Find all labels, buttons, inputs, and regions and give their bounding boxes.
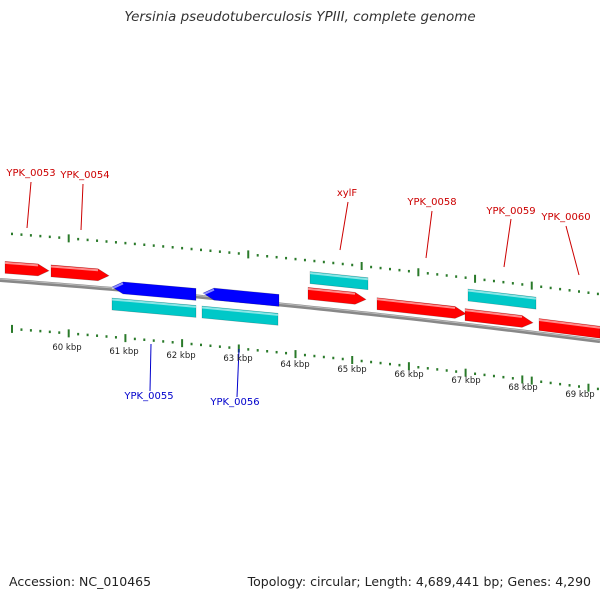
leader-line <box>425 210 433 259</box>
gene-ypk-0055-arrow <box>111 281 197 301</box>
gene-features <box>4 261 600 339</box>
gene-label[interactable]: YPK_0054 <box>59 170 109 181</box>
ypk-0056-rna-feature <box>201 305 279 326</box>
accession-text: Accession: NC_010465 <box>9 574 152 589</box>
scale-label: 60 kbp <box>52 343 81 353</box>
scale-label: 64 kbp <box>280 360 309 370</box>
ypk-0059-rna-feature-gloss <box>467 289 537 300</box>
gene-xylf-arrow-gloss <box>307 287 356 295</box>
gene-ypk-0058-arrow <box>376 297 467 319</box>
gene-label[interactable]: YPK_0059 <box>485 206 535 217</box>
gene-label[interactable]: YPK_0058 <box>406 197 456 208</box>
leader-line <box>149 343 152 392</box>
gene-label[interactable]: YPK_0060 <box>540 212 590 223</box>
scale-label: 62 kbp <box>166 351 195 361</box>
backbone-line <box>0 278 600 344</box>
gene-label[interactable]: YPK_0056 <box>209 397 259 408</box>
scale-label: 63 kbp <box>223 354 252 364</box>
ypk-0056-rna-feature-gloss <box>201 306 279 316</box>
gene-label[interactable]: YPK_0053 <box>5 168 55 179</box>
genome-summary-text: Topology: circular; Length: 4,689,441 bp… <box>247 574 591 589</box>
label-leader-lines <box>26 181 580 398</box>
inner-tick-track <box>11 324 599 392</box>
leader-line <box>26 181 32 229</box>
gene-ypk-0059-arrow <box>464 308 534 328</box>
gene-ypk-0054-arrow <box>50 264 110 282</box>
backbone-highlight <box>0 278 600 341</box>
scale-label: 61 kbp <box>109 347 138 357</box>
leader-line <box>503 218 512 268</box>
gene-ypk-0056-arrow <box>202 287 280 307</box>
map-title: Yersinia pseudotuberculosis YPIII, compl… <box>124 9 476 25</box>
gene-ypk-0060-arrow-gloss <box>538 319 600 329</box>
leader-line <box>339 201 349 251</box>
xylf-rna-feature <box>309 271 369 291</box>
scale-label: 69 kbp <box>565 390 594 400</box>
scale-label: 68 kbp <box>508 383 537 393</box>
gene-ypk-0060-arrow <box>538 318 600 339</box>
ypk-0055-rna-feature <box>111 297 197 318</box>
leader-line <box>565 225 580 276</box>
genome-backbone <box>0 278 600 344</box>
gene-xylf-arrow <box>307 287 367 305</box>
scale-labels: 60 kbp 61 kbp 62 kbp 63 kbp 64 kbp 65 kbp 66 k… <box>52 343 594 400</box>
leader-line <box>80 183 84 231</box>
scale-label: 66 kbp <box>394 370 423 380</box>
leader-line <box>236 348 240 398</box>
gene-label[interactable]: YPK_0055 <box>123 391 173 402</box>
gene-ypk-0058-arrow-gloss <box>376 298 456 309</box>
outer-tick-track <box>11 232 599 296</box>
gene-ypk-0053-arrow-gloss <box>4 261 39 267</box>
xylf-rna-feature-gloss <box>309 272 369 281</box>
gene-labels: YPK_0053 YPK_0054 YPK_0055 YPK_0056 xylF YPK_… <box>5 168 590 408</box>
gene-ypk-0055-arrow-gloss <box>111 282 124 290</box>
gene-label[interactable]: xylF <box>337 188 358 199</box>
scale-label: 67 kbp <box>451 376 480 386</box>
ypk-0055-rna-feature-gloss <box>111 298 197 308</box>
gene-ypk-0059-arrow-gloss <box>464 309 523 318</box>
ypk-0059-rna-feature <box>467 288 537 310</box>
gene-ypk-0056-arrow-gloss <box>202 288 215 296</box>
scale-label: 65 kbp <box>337 365 366 375</box>
gene-ypk-0054-arrow-gloss <box>50 265 99 272</box>
